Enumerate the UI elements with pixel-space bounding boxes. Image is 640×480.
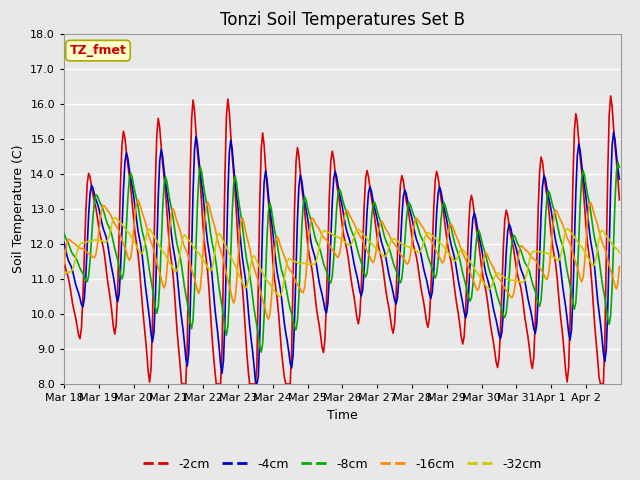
Text: TZ_fmet: TZ_fmet [70,44,127,57]
Y-axis label: Soil Temperature (C): Soil Temperature (C) [12,144,25,273]
X-axis label: Time: Time [327,408,358,421]
Legend: -2cm, -4cm, -8cm, -16cm, -32cm: -2cm, -4cm, -8cm, -16cm, -32cm [138,453,547,476]
Title: Tonzi Soil Temperatures Set B: Tonzi Soil Temperatures Set B [220,11,465,29]
